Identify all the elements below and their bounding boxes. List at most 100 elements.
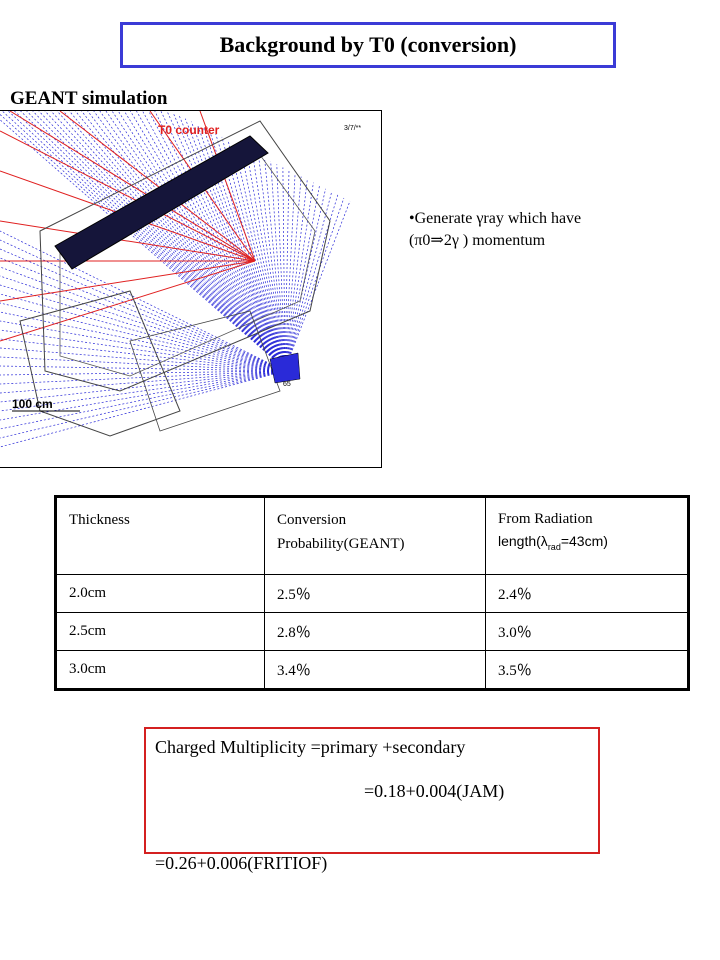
gamma-track [227, 139, 286, 370]
table-row: 2.0cm 2.5％ 2.4％ [55, 574, 689, 613]
gamma-track [0, 266, 286, 372]
multiplicity-line-1: Charged Multiplicity =primary +secondary [155, 737, 466, 757]
gamma-track [99, 111, 286, 370]
conversion-table: Thickness Conversion Probability(GEANT) … [54, 495, 690, 691]
charged-track [9, 111, 256, 262]
gamma-track [0, 302, 286, 372]
header-conversion: Conversion Probability(GEANT) [264, 496, 486, 575]
gamma-track [0, 370, 286, 421]
gamma-track [233, 142, 286, 370]
charged-track [0, 130, 256, 262]
gamma-track [148, 111, 286, 370]
hit-cluster [269, 352, 301, 384]
gamma-track [160, 111, 286, 370]
gamma-track [26, 111, 286, 370]
section-subtitle: GEANT simulation [10, 88, 168, 109]
corner-label: 3/7/** [344, 125, 362, 132]
detector-lower-frame [129, 310, 281, 432]
gamma-track [284, 182, 314, 370]
gamma-track [0, 370, 286, 430]
scale-label: 100 cm [12, 397, 53, 411]
header-thickness: Thickness [55, 496, 265, 575]
detector-lower-frame [19, 290, 181, 437]
detector-frame [39, 120, 331, 392]
gamma-track [44, 111, 286, 370]
gamma-track [258, 155, 286, 370]
gamma-track [178, 115, 286, 370]
multiplicity-line-3: =0.26+0.006(FRITIOF) [155, 853, 328, 873]
gamma-track [62, 111, 286, 370]
gamma-track [69, 111, 286, 370]
gamma-track [284, 170, 290, 370]
charged-track [59, 111, 256, 262]
gamma-track [136, 111, 286, 370]
table-row: 2.5cm 2.8％ 3.0％ [55, 612, 689, 651]
gamma-track [8, 111, 286, 370]
charged-track [0, 260, 256, 342]
gamma-track [0, 370, 286, 448]
gamma-track [221, 136, 286, 370]
gamma-track [0, 311, 286, 372]
gamma-track [0, 329, 286, 372]
gamma-track [0, 230, 286, 372]
gamma-track [284, 188, 326, 370]
cell-radiation: 3.0％ [485, 612, 689, 651]
gamma-track [142, 111, 286, 370]
charged-track [0, 220, 256, 262]
gamma-track [252, 152, 286, 370]
cell-radiation: 2.4％ [485, 574, 689, 613]
bullet-line-1: •Generate γray which have [409, 210, 582, 227]
gamma-track [0, 257, 286, 372]
gamma-track [284, 191, 333, 370]
bullet-note: •Generate γray which have (π0⇒2γ ) momen… [409, 208, 669, 252]
gamma-track [284, 176, 302, 370]
simulation-drawing [0, 111, 351, 448]
multiplicity-line-2: =0.18+0.004(JAM) [364, 781, 505, 801]
gamma-track [284, 185, 320, 370]
cell-thickness: 3.0cm [55, 650, 265, 690]
gamma-track [0, 239, 286, 372]
gamma-track [117, 111, 286, 370]
cell-geant: 3.4％ [264, 650, 486, 690]
gamma-track [0, 370, 286, 376]
gamma-track [0, 275, 286, 372]
gamma-track [239, 146, 286, 370]
gamma-track [270, 161, 286, 370]
hit-label: 65 [283, 381, 291, 388]
gamma-track [20, 111, 286, 370]
gamma-track [75, 111, 286, 370]
geant-simulation-figure: T0 counter 3/7/** 100 cm 65 [0, 110, 382, 468]
gamma-track [0, 293, 286, 372]
gamma-track [123, 111, 286, 370]
gamma-track [0, 365, 286, 372]
gamma-track [0, 338, 286, 372]
gamma-track [264, 158, 286, 370]
cell-thickness: 2.0cm [55, 574, 265, 613]
title-box: Background by T0 (conversion) [120, 22, 616, 68]
gamma-track [93, 111, 286, 370]
cell-geant: 2.8％ [264, 612, 486, 651]
gamma-track [245, 149, 286, 370]
gamma-track [276, 164, 286, 370]
cell-radiation: 3.5％ [485, 650, 689, 690]
page-title: Background by T0 (conversion) [219, 32, 517, 57]
gamma-track [284, 197, 345, 370]
table-header-row: Thickness Conversion Probability(GEANT) … [55, 496, 689, 575]
bullet-line-2: (π0⇒2γ ) momentum [409, 232, 546, 249]
t0-counter [54, 135, 269, 270]
cell-geant: 2.5％ [264, 574, 486, 613]
gamma-track [0, 284, 286, 372]
cell-thickness: 2.5cm [55, 612, 265, 651]
gamma-track [184, 118, 286, 370]
multiplicity-box [144, 727, 600, 854]
gamma-track [166, 111, 286, 370]
gamma-track [56, 111, 286, 370]
table-row: 3.0cm 3.4％ 3.5％ [55, 650, 689, 690]
gamma-track [0, 356, 286, 372]
t0-counter-label: T0 counter [158, 123, 220, 137]
gamma-track [0, 370, 286, 439]
gamma-track [0, 320, 286, 372]
gamma-track [284, 173, 296, 370]
gamma-track [0, 119, 286, 370]
charged-track [0, 260, 256, 302]
